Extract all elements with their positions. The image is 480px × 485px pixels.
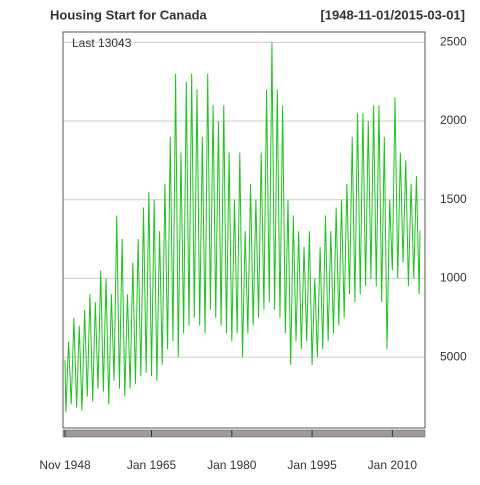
- y-tick-label: 5000: [440, 349, 467, 363]
- x-tick-label: Jan 1995: [287, 458, 337, 472]
- chart-subtitle: [1948-11-01/2015-03-01]: [320, 7, 465, 22]
- plot-frame: [62, 31, 426, 429]
- legend-last: Last 13043: [72, 36, 132, 50]
- y-tick-label: 2500: [440, 34, 467, 48]
- time-bar: [62, 429, 426, 438]
- series-line: [64, 42, 421, 413]
- x-tick-label: Jan 2010: [368, 458, 418, 472]
- x-tick-label: Jan 1980: [207, 458, 257, 472]
- y-tick-label: 1000: [440, 271, 467, 285]
- x-tick-label: Nov 1948: [39, 458, 91, 472]
- y-tick-label: 2000: [440, 113, 467, 127]
- chart-title: Housing Start for Canada: [50, 7, 208, 22]
- x-tick-label: Jan 1965: [127, 458, 177, 472]
- y-tick-label: 1500: [440, 192, 467, 206]
